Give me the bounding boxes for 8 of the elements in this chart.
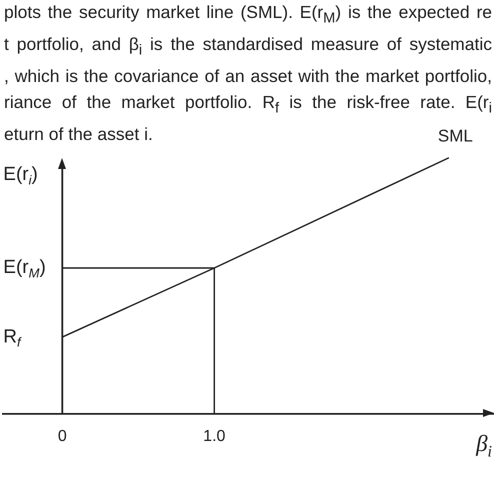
- text: t portfolio, and β$_{i}$ is the standardised measure of systematic: [4, 33, 492, 60]
- text: riance of the market portfolio. R$_{f}$ is the risk-free rate. E(r$_{i}$: [4, 90, 492, 118]
- text: plots the security market line (SML). E(r$_{M}$) is the expected re: [4, 1, 492, 28]
- text: eturn of the asset i.: [4, 124, 153, 144]
- series-label: SML: [438, 126, 473, 146]
- x-tick-label: 1.0: [203, 428, 226, 445]
- x-tick-label: 0: [58, 428, 67, 445]
- text: , which is the covariance of an asset with the market portfolio,: [4, 65, 492, 88]
